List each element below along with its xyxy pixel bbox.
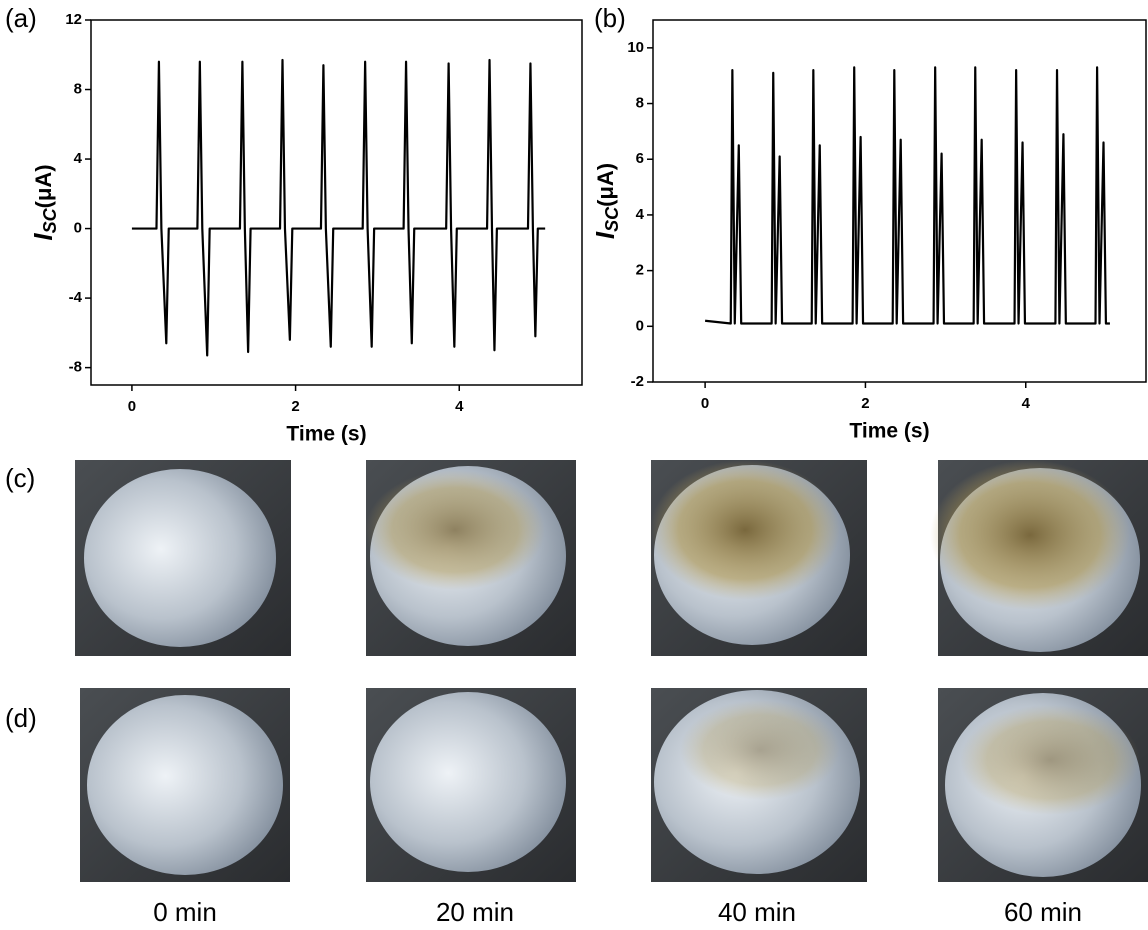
y-axis-title-part: I	[590, 231, 620, 239]
y-tick-label: -2	[631, 373, 644, 390]
y-tick-label: 4	[636, 206, 645, 223]
x-axis-title: Time (s)	[849, 420, 929, 443]
caption: 20 min	[436, 897, 514, 927]
x-tick-label: 2	[861, 395, 869, 412]
x-tick-label: 4	[455, 398, 464, 415]
y-tick-label: 6	[636, 150, 644, 167]
corrosion	[365, 470, 545, 590]
y-axis-title: ISC(μA)	[28, 164, 60, 240]
panel-label: (a)	[5, 3, 37, 33]
y-tick-label: -4	[69, 289, 83, 306]
y-axis-title-part: I	[28, 233, 58, 241]
caption: 40 min	[718, 897, 796, 927]
photo-row-c	[75, 460, 1148, 656]
disc	[370, 692, 566, 872]
x-axis-title: Time (s)	[286, 423, 366, 446]
y-axis-title-part: (μA)	[593, 163, 618, 207]
plot-frame	[652, 19, 1147, 383]
caption: 0 min	[153, 897, 217, 927]
y-axis-title-part: SC	[602, 206, 622, 232]
x-tick-label: 0	[128, 398, 136, 415]
y-axis-title-part: SC	[40, 207, 60, 233]
panel-label: (b)	[594, 3, 626, 33]
plot-frame	[90, 19, 583, 386]
y-tick-label: 10	[627, 39, 644, 56]
y-tick-label: 8	[74, 80, 82, 97]
disc	[87, 695, 283, 875]
y-tick-label: 4	[74, 150, 83, 167]
x-tick-label: 2	[291, 398, 299, 415]
y-tick-label: -8	[69, 359, 82, 376]
panel-label: (d)	[5, 703, 37, 733]
x-tick-label: 0	[701, 395, 709, 412]
y-axis-title-part: (μA)	[31, 164, 56, 208]
y-tick-label: 12	[65, 11, 82, 28]
photo-row-d	[80, 688, 1148, 882]
y-tick-label: 2	[636, 262, 644, 279]
y-axis-title: ISC(μA)	[590, 163, 622, 239]
y-tick-label: 0	[636, 317, 644, 334]
caption: 60 min	[1004, 897, 1082, 927]
corrosion	[650, 460, 840, 600]
corrosion	[960, 705, 1140, 815]
corrosion	[930, 460, 1130, 610]
corrosion	[680, 700, 840, 800]
y-tick-label: 8	[636, 95, 644, 112]
y-tick-label: 0	[74, 220, 82, 237]
series-line	[704, 66, 1110, 325]
disc	[84, 469, 276, 647]
panel-label: (c)	[5, 463, 35, 493]
series-line	[131, 58, 546, 357]
x-tick-label: 4	[1022, 395, 1031, 412]
